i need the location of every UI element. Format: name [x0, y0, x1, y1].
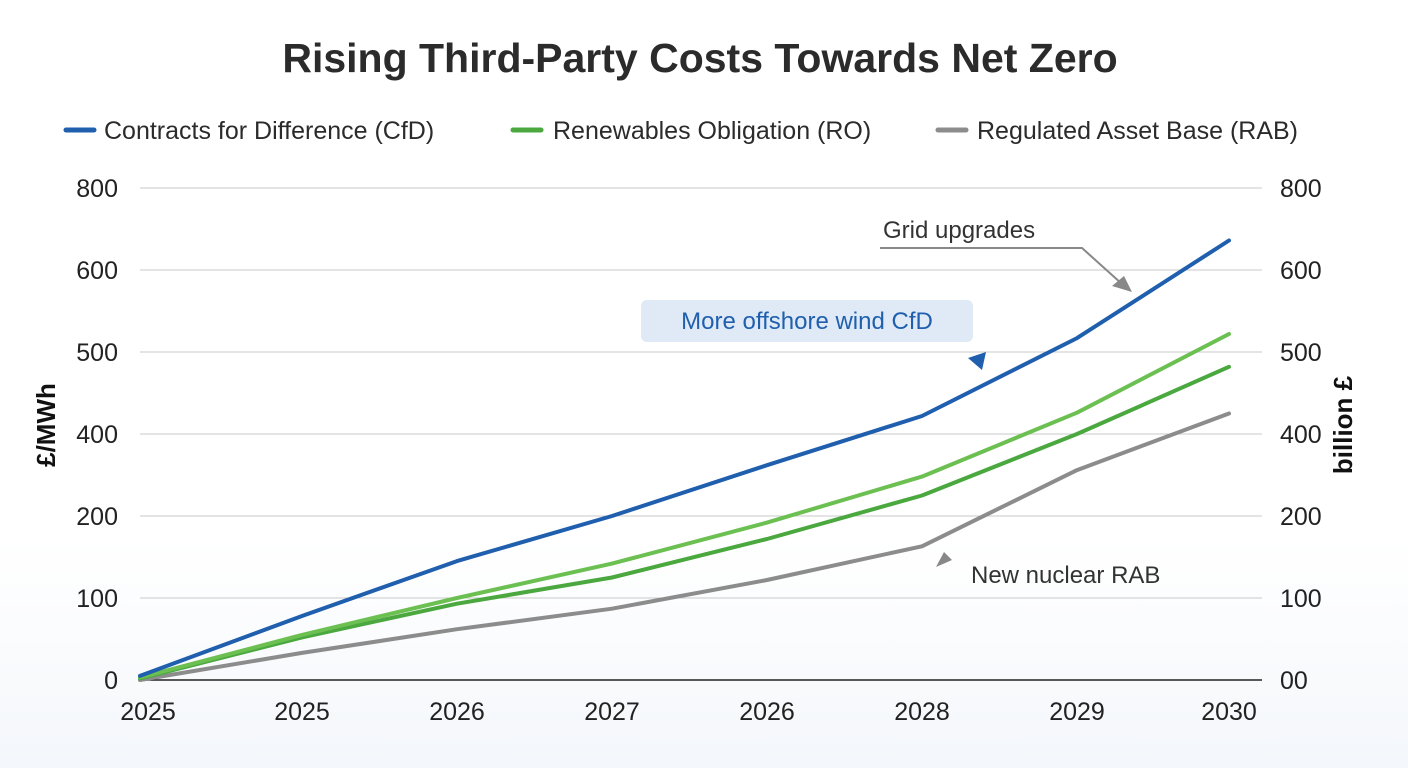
- y-axis-label-left: £/MWh: [31, 383, 61, 467]
- y-tick-label-right: 400: [1280, 421, 1322, 449]
- annotation-new-nuclear: New nuclear RAB: [971, 562, 1160, 589]
- series-lines: [138, 238, 1231, 682]
- y-tick-label-right: 500: [1280, 339, 1322, 367]
- y-tick-label-left: 200: [76, 503, 118, 531]
- series-line: [138, 238, 1231, 678]
- y-axis-label-right: billion £: [1328, 375, 1358, 474]
- arrow-icon: [936, 552, 952, 567]
- x-tick-label: 2026: [739, 698, 795, 726]
- y-tick-label-right: 100: [1280, 585, 1322, 613]
- gridlines: [140, 187, 1262, 681]
- y-axis-right: 00 100 200 400 500 600 800: [1280, 175, 1322, 695]
- y-tick-label-left: 100: [76, 585, 118, 613]
- legend-label: Regulated Asset Base (RAB): [977, 117, 1298, 145]
- arrow-icon: [968, 352, 986, 370]
- annotation-grid-upgrades: Grid upgrades: [883, 217, 1035, 244]
- legend-label: Contracts for Difference (CfD): [104, 117, 434, 145]
- chart-title: Rising Third-Party Costs Towards Net Zer…: [282, 35, 1117, 81]
- y-tick-label-right: 800: [1280, 175, 1322, 203]
- y-tick-label-right: 00: [1280, 667, 1308, 695]
- y-tick-label-right: 200: [1280, 503, 1322, 531]
- y-tick-label-left: 600: [76, 257, 118, 285]
- x-tick-label: 2025: [274, 698, 330, 726]
- series-line: [138, 332, 1231, 680]
- y-tick-label-left: 0: [104, 667, 118, 695]
- y-tick-label-left: 800: [76, 175, 118, 203]
- legend-label: Renewables Obligation (RO): [553, 117, 871, 145]
- x-tick-label: 2025: [120, 698, 176, 726]
- x-tick-label: 2027: [584, 698, 640, 726]
- series-line: [138, 411, 1231, 682]
- x-tick-label: 2028: [894, 698, 950, 726]
- y-axis-left: 0 100 200 400 500 600 800: [76, 175, 118, 695]
- annotation-connector: [880, 247, 1123, 285]
- annotation-highlight-box: [641, 300, 973, 342]
- y-tick-label-right: 600: [1280, 257, 1322, 285]
- arrow-icon: [1112, 276, 1132, 292]
- x-axis: 2025 2025 2026 2027 2026 2028 2029 2030: [120, 698, 1257, 726]
- x-tick-label: 2029: [1049, 698, 1105, 726]
- legend: Contracts for Difference (CfD) Renewables…: [63, 117, 1298, 145]
- y-tick-label-left: 400: [76, 421, 118, 449]
- series-line: [138, 364, 1231, 681]
- y-tick-label-left: 500: [76, 339, 118, 367]
- annotations: Grid upgrades More offshore wind CfD New n…: [641, 217, 1160, 589]
- x-tick-label: 2026: [429, 698, 485, 726]
- annotation-offshore-wind: More offshore wind CfD: [681, 308, 933, 335]
- x-tick-label: 2030: [1201, 698, 1257, 726]
